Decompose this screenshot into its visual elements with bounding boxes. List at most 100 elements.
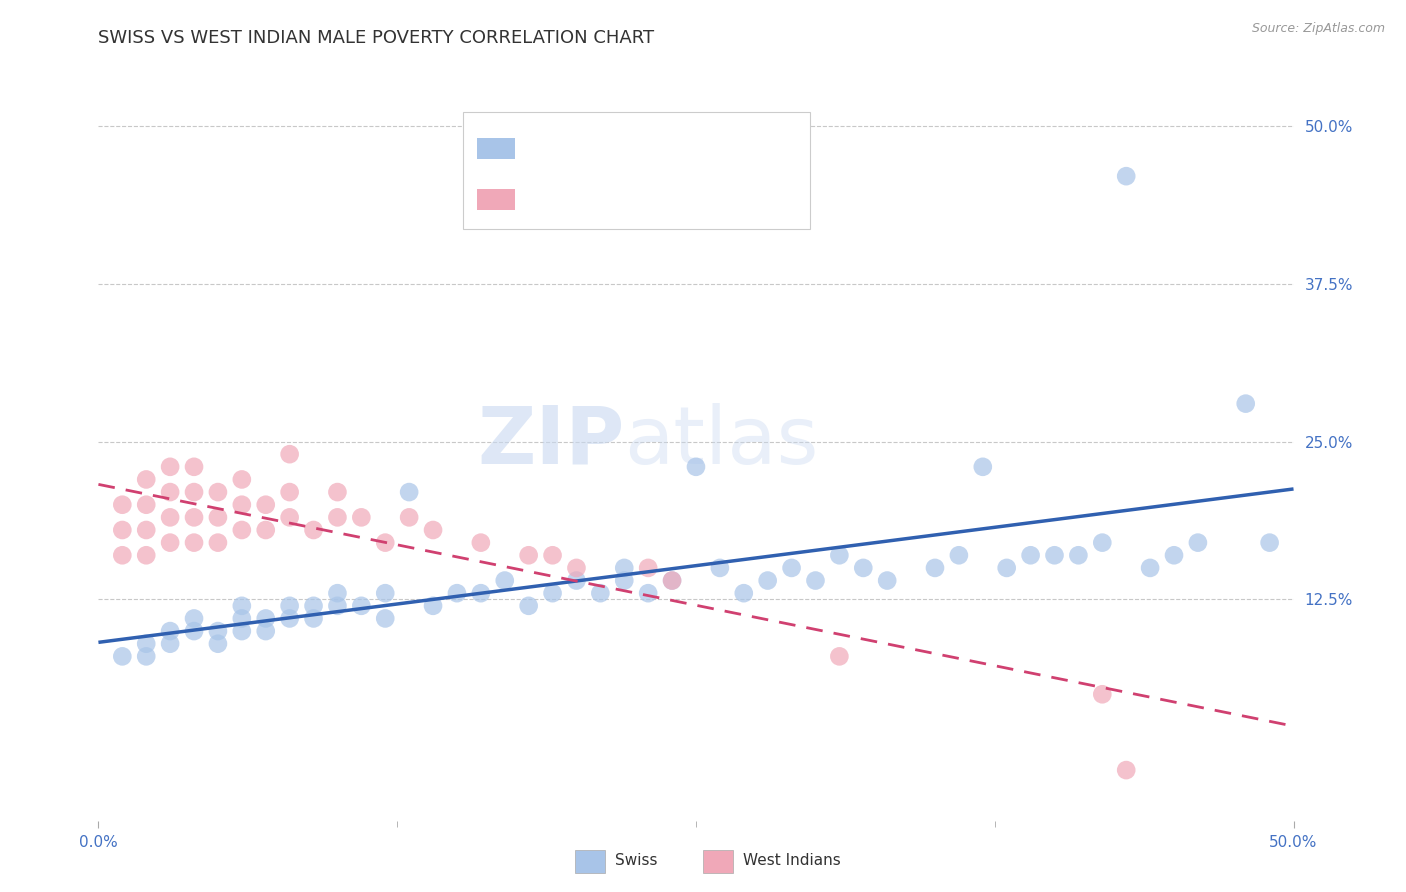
Point <box>254 611 277 625</box>
Point <box>302 611 325 625</box>
Point <box>278 510 301 524</box>
Point <box>159 535 181 549</box>
Point <box>1043 548 1066 563</box>
Point <box>637 561 659 575</box>
Point <box>302 523 325 537</box>
Point <box>661 574 683 588</box>
Point <box>1091 535 1114 549</box>
Point <box>470 535 492 549</box>
Point <box>254 498 277 512</box>
Point <box>302 599 325 613</box>
Point <box>278 447 301 461</box>
Point <box>278 485 301 500</box>
Point <box>278 611 301 625</box>
Point <box>278 599 301 613</box>
Point <box>111 498 134 512</box>
Point <box>135 498 157 512</box>
Point <box>541 548 564 563</box>
Text: ZIP: ZIP <box>477 402 624 481</box>
Point <box>1258 535 1281 549</box>
Point <box>804 574 827 588</box>
Point <box>565 574 588 588</box>
Point <box>159 485 181 500</box>
Point <box>159 510 181 524</box>
Point <box>470 586 492 600</box>
Point <box>733 586 755 600</box>
Point <box>374 586 396 600</box>
Text: SWISS VS WEST INDIAN MALE POVERTY CORRELATION CHART: SWISS VS WEST INDIAN MALE POVERTY CORREL… <box>98 29 655 47</box>
Point <box>231 523 253 537</box>
Point <box>135 523 157 537</box>
Point <box>1139 561 1161 575</box>
Point <box>398 485 420 500</box>
Point <box>254 624 277 639</box>
Point <box>422 599 444 613</box>
Point <box>828 649 851 664</box>
Point <box>494 574 516 588</box>
Point <box>350 599 373 613</box>
Point <box>1234 396 1257 410</box>
Point <box>135 637 157 651</box>
Point <box>111 649 134 664</box>
Point <box>374 535 396 549</box>
Point <box>326 485 349 500</box>
Point <box>995 561 1018 575</box>
Text: West Indians: West Indians <box>744 854 841 868</box>
Point <box>231 611 253 625</box>
FancyBboxPatch shape <box>575 850 605 873</box>
Point <box>1091 687 1114 701</box>
Point <box>231 473 253 487</box>
Point <box>1187 535 1209 549</box>
Point <box>111 548 134 563</box>
Point <box>183 459 205 474</box>
Point <box>422 523 444 537</box>
Point <box>326 599 349 613</box>
Point <box>135 649 157 664</box>
Point <box>398 510 420 524</box>
Point <box>446 586 468 600</box>
Point <box>159 624 181 639</box>
Point <box>207 485 229 500</box>
Point <box>135 548 157 563</box>
Point <box>613 574 636 588</box>
Point <box>183 535 205 549</box>
Point <box>541 586 564 600</box>
Point <box>828 548 851 563</box>
Point <box>183 624 205 639</box>
Point <box>183 611 205 625</box>
Point <box>159 637 181 651</box>
Point <box>374 611 396 625</box>
Point <box>852 561 875 575</box>
Point <box>924 561 946 575</box>
Point <box>326 586 349 600</box>
Point <box>183 485 205 500</box>
Point <box>350 510 373 524</box>
Point <box>1115 763 1137 777</box>
Point <box>972 459 994 474</box>
Point <box>685 459 707 474</box>
Point <box>613 561 636 575</box>
Point <box>207 535 229 549</box>
Point <box>326 510 349 524</box>
Point <box>1115 169 1137 184</box>
Point <box>111 523 134 537</box>
Point <box>1067 548 1090 563</box>
Point <box>661 574 683 588</box>
Point <box>756 574 779 588</box>
Point <box>159 459 181 474</box>
Point <box>637 586 659 600</box>
Point <box>517 548 540 563</box>
Text: Source: ZipAtlas.com: Source: ZipAtlas.com <box>1251 22 1385 36</box>
Point <box>1163 548 1185 563</box>
Point <box>231 599 253 613</box>
Point <box>231 498 253 512</box>
Point <box>876 574 898 588</box>
Point <box>135 473 157 487</box>
Point <box>589 586 612 600</box>
Point <box>780 561 803 575</box>
Point <box>231 624 253 639</box>
FancyBboxPatch shape <box>703 850 734 873</box>
Point <box>709 561 731 575</box>
Text: atlas: atlas <box>624 402 818 481</box>
Point <box>565 561 588 575</box>
